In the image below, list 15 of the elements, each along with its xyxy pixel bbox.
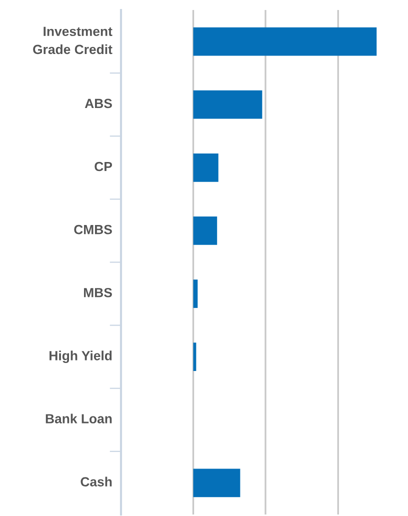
y-tick-label: Investment Grade Credit <box>33 26 112 54</box>
bar <box>193 342 196 371</box>
y-tick-label: ABS <box>84 98 112 108</box>
y-tick-label: CMBS <box>74 224 112 234</box>
bar <box>193 153 218 182</box>
bar <box>193 280 198 308</box>
y-tick-label: CP <box>94 162 112 172</box>
bar <box>193 27 377 56</box>
y-tick-label: Bank Loan <box>46 414 112 424</box>
bar <box>193 90 262 119</box>
bar <box>193 468 240 498</box>
bar <box>193 216 218 245</box>
y-tick-label: High Yield <box>50 350 112 363</box>
y-tick-label: MBS <box>84 288 112 298</box>
y-tick-label: Cash <box>80 476 112 486</box>
